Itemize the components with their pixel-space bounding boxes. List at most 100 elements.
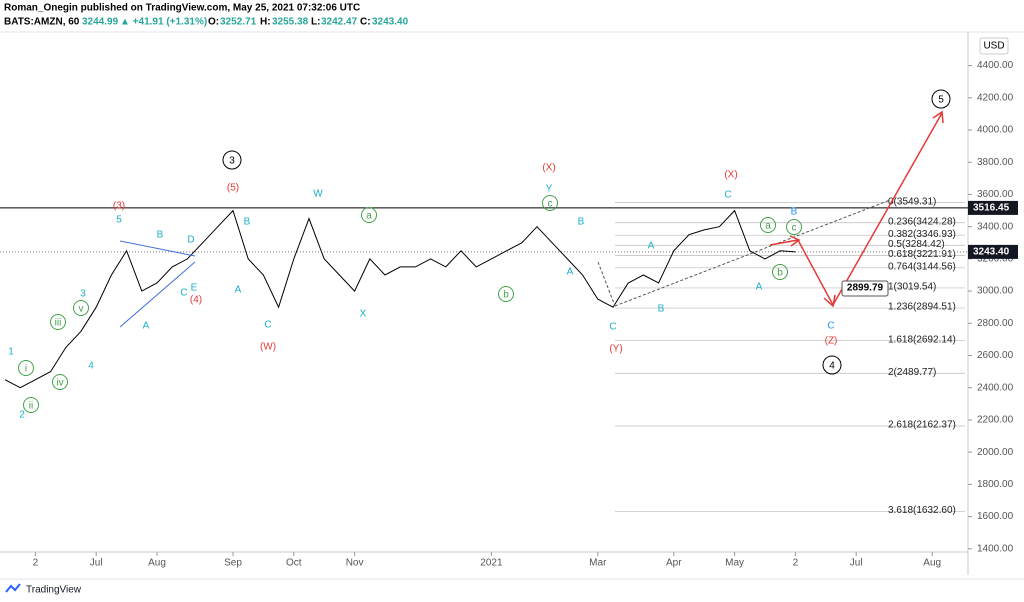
l: 3242.47 <box>321 17 358 28</box>
wave-label: 5 <box>116 215 122 226</box>
price-tag-label: 3516.45 <box>973 203 1010 214</box>
y-tick-label: 2000.00 <box>977 447 1014 458</box>
last: 3244.99 <box>82 17 119 28</box>
y-tick-label: 2600.00 <box>977 350 1014 361</box>
x-tick-label: Oct <box>286 558 302 569</box>
wave-label: (Y) <box>609 344 622 355</box>
wave-circle <box>52 374 68 390</box>
wave-label: (W) <box>260 342 276 353</box>
l-label: L: <box>311 17 320 28</box>
wave-label: i <box>25 364 27 375</box>
wave-label: 5 <box>938 95 944 106</box>
wave-label: B <box>791 207 798 218</box>
wave-label: iv <box>56 378 63 389</box>
wave-label: C <box>180 288 187 299</box>
y-tick-label: 1400.00 <box>977 543 1014 554</box>
currency: USD <box>983 41 1004 52</box>
wave-label: C <box>827 321 834 332</box>
wave-circle <box>542 195 558 211</box>
y-tick-label: 1800.00 <box>977 479 1014 490</box>
symbol: BATS:AMZN, 60 <box>4 17 80 28</box>
wave-label: 4 <box>88 361 94 372</box>
wave-label: E <box>191 283 198 294</box>
c: 3243.40 <box>372 17 409 28</box>
wave-label: C <box>264 320 271 331</box>
wave-label: (5) <box>227 183 239 194</box>
fib-label: 1.236(2894.51) <box>888 302 956 313</box>
x-tick-label: Jul <box>90 558 103 569</box>
wave-label: (X) <box>542 163 555 174</box>
wave-label: a <box>765 221 771 232</box>
projection <box>769 112 943 307</box>
wave-circle <box>222 150 242 170</box>
wave-label: c <box>792 223 797 234</box>
trend-dash <box>597 261 616 307</box>
y-tick-label: 1600.00 <box>977 511 1014 522</box>
y-tick-label: 4200.00 <box>977 92 1014 103</box>
wave-label: A <box>143 321 150 332</box>
price-tag-label: 3243.40 <box>973 247 1010 258</box>
h-label: H: <box>260 17 271 28</box>
target-box <box>841 280 889 297</box>
wave-label: A <box>756 282 763 293</box>
price-tag <box>968 244 1018 259</box>
wave-label: Y <box>546 184 553 195</box>
wave-circle <box>931 89 951 109</box>
wave-label: v <box>79 304 84 315</box>
wave-label: D <box>187 235 194 246</box>
o-label: O: <box>208 17 219 28</box>
y-tick-label: 3200.00 <box>977 254 1014 265</box>
wave-label: A <box>235 285 242 296</box>
y-tick-label: 3600.00 <box>977 189 1014 200</box>
price-tag <box>968 200 1018 215</box>
y-tick-label: 3400.00 <box>977 221 1014 232</box>
price-line <box>4 209 796 389</box>
wave-label: b <box>777 268 783 279</box>
x-tick-label: Apr <box>666 558 682 569</box>
x-tick-label: 2 <box>793 558 799 569</box>
arrow-head <box>932 110 944 124</box>
wave-circle <box>760 217 776 233</box>
arrow-head <box>823 294 836 308</box>
wave-circle <box>786 219 802 235</box>
fib-label: 0.382(3346.93) <box>888 229 956 240</box>
wave-label: A <box>648 241 655 252</box>
x-tick-label: Mar <box>589 558 607 569</box>
wave-label: a <box>366 211 372 222</box>
triangle-line <box>119 261 196 328</box>
wave-label: B <box>244 217 251 228</box>
fib-label: 1.618(2692.14) <box>888 334 956 345</box>
x-tick-label: 2 <box>33 558 39 569</box>
y-tick-label: 2400.00 <box>977 382 1014 393</box>
c-label: C: <box>360 17 371 28</box>
h: 3255.38 <box>272 17 309 28</box>
y-tick-label: 3000.00 <box>977 286 1014 297</box>
wave-label: c <box>548 199 553 210</box>
wave-label: B <box>157 230 164 241</box>
logo <box>5 583 21 593</box>
wave-circle <box>23 397 39 413</box>
wave-label: (X) <box>724 170 737 181</box>
x-tick-label: Sep <box>224 558 242 569</box>
fib-label: 2.618(2162.37) <box>888 420 956 431</box>
target-label: 2899.79 <box>847 283 884 294</box>
arrow-head <box>789 235 801 247</box>
fib-label: 0.764(3144.56) <box>888 261 956 272</box>
currency-box[interactable] <box>979 37 1009 55</box>
wave-label: B <box>658 304 665 315</box>
y-tick-label: 2800.00 <box>977 318 1014 329</box>
o: 3252.71 <box>220 17 257 28</box>
x-tick-label: Jul <box>850 558 863 569</box>
wave-label: W <box>313 189 323 200</box>
fib-label: 2(2489.77) <box>888 367 936 378</box>
wave-label: (4) <box>190 295 202 306</box>
wave-circle <box>772 264 788 280</box>
fib-label: 3.618(1632.60) <box>888 505 956 516</box>
fib-label: 0.236(3424.28) <box>888 216 956 227</box>
wave-circle <box>18 360 34 376</box>
fib-label: 0.618(3221.91) <box>888 249 956 260</box>
brand[interactable]: TradingView <box>26 585 82 596</box>
x-tick-label: 2021 <box>480 558 503 569</box>
